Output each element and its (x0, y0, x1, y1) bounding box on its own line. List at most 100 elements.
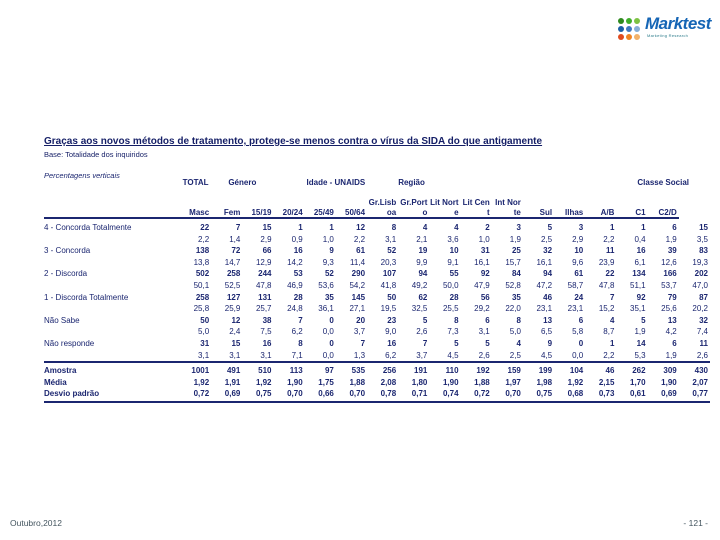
percent-cell: 19,5 (380, 304, 397, 314)
percent-cell: 12,6 (661, 257, 677, 267)
percent-cell: 4,5 (540, 350, 553, 360)
summary-cell: 0,75 (522, 388, 555, 403)
summary-cell: 0,71 (398, 388, 430, 403)
percent-cell: 14,2 (287, 257, 303, 267)
summary-cell: 1,91 (224, 377, 241, 387)
percent-cell: 23,1 (567, 304, 584, 314)
count-cell: 56 (480, 292, 490, 302)
column-header (648, 192, 679, 207)
count-cell: 127 (226, 292, 241, 302)
percent-cell: 20,2 (692, 304, 708, 314)
summary-cell: 2,15 (598, 377, 615, 387)
percent-cell: 12,9 (255, 257, 272, 267)
count-cell: 4 (516, 338, 521, 348)
column-group-header: Região (398, 178, 425, 187)
percent-cell: 7,1 (291, 350, 303, 360)
count-cell: 61 (356, 246, 366, 256)
count-cell: 13 (543, 315, 553, 325)
count-cell: 31 (200, 338, 210, 348)
percent-cell: 3,7 (416, 350, 428, 360)
table-row-percent: 13,8 14,7 12,9 14,2 9,3 11,4 20,3 9,9 9,1 16,1 15,… (44, 257, 710, 269)
table-wrap: TOTAL Género Idade - UNAIDS Região Classe So… (44, 178, 710, 403)
percent-cell: 22,0 (505, 304, 521, 314)
count-cell: 15 (231, 338, 241, 348)
title-block: Graças aos novos métodos de tratamento, … (44, 136, 684, 180)
column-header (305, 192, 336, 207)
percent-cell: 25,5 (442, 304, 459, 314)
percent-cell: 32,5 (411, 304, 428, 314)
summary-cell: 1,75 (318, 377, 334, 387)
count-cell: 202 (694, 269, 708, 279)
row-label: 1 - Discorda Totalmente (44, 292, 129, 302)
count-cell: 5 (422, 315, 428, 325)
column-header: Ilhas (554, 207, 586, 219)
percent-cell: 4,2 (665, 327, 677, 337)
count-cell: 55 (449, 269, 459, 279)
count-cell: 22 (200, 223, 210, 232)
column-header: Fem (211, 207, 243, 219)
percent-cell: 2,9 (260, 234, 272, 244)
count-cell: 7 (298, 315, 303, 325)
percent-cell: 3,1 (229, 350, 241, 360)
count-cell: 19 (418, 246, 428, 256)
percent-cell: 8,7 (603, 327, 615, 337)
count-cell: 50 (200, 315, 210, 325)
count-cell: 6 (672, 338, 677, 348)
column-header (44, 207, 180, 219)
count-cell: 258 (195, 292, 210, 302)
column-header: o (398, 207, 430, 219)
percent-cell: 35,1 (630, 304, 646, 314)
percent-cell: 52,8 (505, 280, 521, 290)
percent-cell: 0,0 (322, 350, 334, 360)
summary-cell: 1,92 (567, 377, 584, 387)
column-header: A/B (585, 207, 617, 219)
count-cell: 87 (699, 292, 708, 302)
percent-cell: 5,3 (634, 350, 646, 360)
summary-cell: 0,69 (211, 388, 243, 403)
percent-note: Percentagens verticais (44, 171, 120, 180)
count-cell: 22 (605, 269, 615, 279)
count-cell: 11 (699, 338, 708, 348)
count-cell: 28 (449, 292, 459, 302)
summary-cell: 1,92 (193, 377, 210, 387)
count-cell: 2 (485, 223, 490, 232)
percent-cell: 25,7 (255, 304, 272, 314)
percent-cell: 50,1 (193, 280, 210, 290)
count-cell: 92 (636, 292, 646, 302)
column-header: C1 (616, 207, 648, 219)
count-cell: 16 (387, 338, 397, 348)
summary-cell: 97 (304, 361, 336, 377)
logo-dot (634, 18, 640, 24)
column-group-header: TOTAL (182, 178, 209, 187)
count-cell: 8 (391, 223, 397, 232)
column-header: t (460, 207, 492, 219)
count-cell: 4 (609, 315, 615, 325)
percent-cell: 25,8 (193, 304, 210, 314)
table-header-row: Gr.Lisb Gr.Port Lit Nort Lit Cen Int Nor (44, 192, 710, 207)
column-header (585, 192, 616, 207)
percent-cell: 3,6 (447, 234, 459, 244)
column-header: Lit Nort (430, 198, 459, 207)
row-label-spacer (44, 257, 180, 269)
summary-cell: 0,70 (335, 388, 368, 403)
count-cell: 6 (485, 315, 490, 325)
count-cell: 50 (387, 292, 397, 302)
count-cell: 61 (574, 269, 584, 279)
table-row: 4 - Concorda Totalmente 22 7 15 1 1 12 8 4 4 2 3 5 3 1… (44, 218, 710, 234)
summary-cell: 262 (616, 361, 648, 377)
column-header (336, 192, 367, 207)
table-header-row: Masc Fem 15/19 20/24 25/49 50/64 oa o e t te Sul Ilh… (44, 207, 710, 219)
table-row: 2 - Discorda 502 258 244 53 52 290 107 94 55 92 84 9… (44, 268, 710, 280)
percent-cell: 5,0 (198, 327, 210, 337)
row-label-spacer (44, 234, 180, 246)
count-cell: 1 (609, 338, 615, 348)
percent-cell: 20,3 (380, 257, 397, 267)
summary-cell: 0,68 (554, 388, 586, 403)
logo-tagline: Marketing Research (647, 33, 689, 38)
count-cell: 5 (641, 315, 646, 325)
summary-cell: 0,72 (460, 388, 492, 403)
summary-cell: 0,77 (678, 388, 710, 403)
summary-row: Média 1,92 1,91 1,92 1,90 1,75 1,88 2,08 1,80 1,9… (44, 377, 710, 389)
column-header (274, 192, 305, 207)
count-cell: 24 (574, 292, 584, 302)
